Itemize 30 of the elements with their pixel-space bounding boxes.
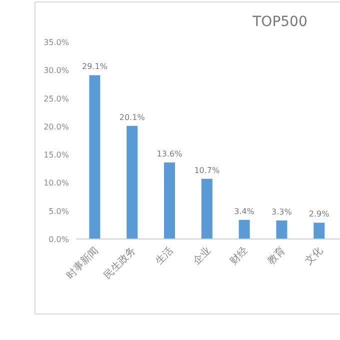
data-label: 10.7% xyxy=(194,166,220,175)
y-tick-label: 25.0% xyxy=(44,94,70,104)
x-tick-label: 企业 xyxy=(190,244,214,268)
x-tick-label: 生活 xyxy=(152,244,176,268)
data-label: 13.6% xyxy=(156,149,183,158)
bar xyxy=(126,126,138,239)
bar xyxy=(89,75,100,239)
data-label: 3.3% xyxy=(272,207,292,216)
data-label: 2.9% xyxy=(308,210,330,219)
x-tick-label: 民生政务 xyxy=(101,244,138,282)
chart-title: TOP500 xyxy=(252,14,308,30)
x-tick-label: 时事新闻 xyxy=(64,244,101,282)
data-label: 20.1% xyxy=(119,112,146,122)
x-tick-label: 文化 xyxy=(302,244,326,268)
data-label: 29.1% xyxy=(82,62,108,72)
bar xyxy=(238,220,250,239)
y-tick-label: 35.0% xyxy=(44,38,70,47)
y-tick-label: 30.0% xyxy=(44,66,70,76)
data-label: 3.4% xyxy=(234,206,255,216)
bar xyxy=(164,162,175,239)
y-tick-label: 5.0% xyxy=(48,206,70,216)
bar xyxy=(314,222,325,239)
y-tick-label: 15.0% xyxy=(44,150,70,160)
y-tick-label: 20.0% xyxy=(44,122,70,132)
x-tick-label: 财经 xyxy=(228,244,250,268)
y-tick-label: 0.0% xyxy=(48,235,70,244)
y-tick-label: 10.0% xyxy=(44,178,70,188)
bar xyxy=(201,178,212,239)
bar xyxy=(276,220,288,239)
x-tick-label: 教育 xyxy=(265,244,288,268)
